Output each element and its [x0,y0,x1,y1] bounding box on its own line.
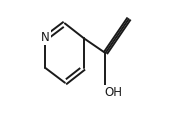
Text: N: N [41,31,50,44]
Text: OH: OH [104,86,123,99]
